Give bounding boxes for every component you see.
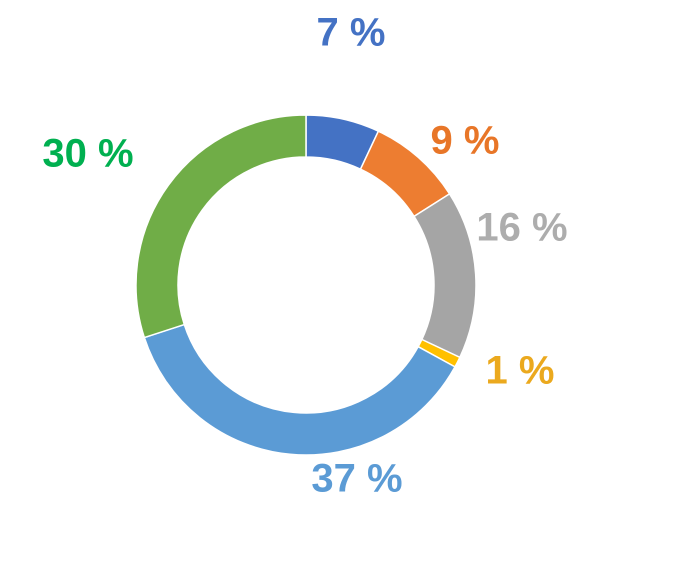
donut-slice bbox=[413, 192, 477, 359]
slice-data-label: 9 % bbox=[431, 119, 500, 163]
slice-labels: 7 % 9 % 16 % 1 % 37 % 30 % bbox=[42, 11, 567, 501]
donut-slice bbox=[135, 114, 307, 339]
donut-slice bbox=[143, 323, 456, 456]
slice-data-label: 30 % bbox=[42, 132, 133, 176]
donut-slices bbox=[135, 114, 477, 456]
slice-data-label: 7 % bbox=[317, 11, 386, 55]
slice-data-label: 37 % bbox=[311, 457, 402, 501]
slice-data-label: 1 % bbox=[486, 349, 555, 393]
slice-data-label: 16 % bbox=[476, 206, 567, 250]
